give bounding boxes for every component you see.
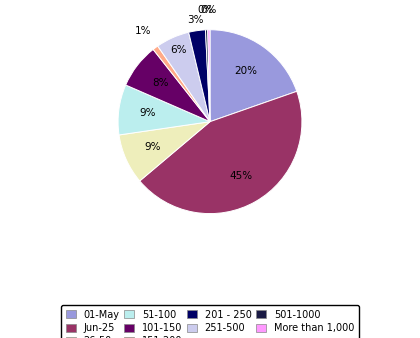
Text: 8%: 8% <box>152 78 169 89</box>
Text: 45%: 45% <box>229 171 252 181</box>
Wedge shape <box>158 32 210 122</box>
Text: 6%: 6% <box>170 45 186 55</box>
Wedge shape <box>140 91 302 214</box>
Text: 9%: 9% <box>145 142 161 152</box>
Text: 1%: 1% <box>135 26 152 37</box>
Legend: 01-May, Jun-25, 26-50, 51-100, 101-150, 151-200, 201 - 250, 251-500, 501-1000, M: 01-May, Jun-25, 26-50, 51-100, 101-150, … <box>61 305 359 338</box>
Wedge shape <box>119 122 210 181</box>
Wedge shape <box>208 30 210 122</box>
Text: 3%: 3% <box>187 15 204 25</box>
Wedge shape <box>118 85 210 135</box>
Wedge shape <box>210 30 297 122</box>
Text: 0%: 0% <box>200 4 217 15</box>
Text: 9%: 9% <box>140 108 156 118</box>
Wedge shape <box>205 30 210 122</box>
Text: 20%: 20% <box>235 66 258 76</box>
Wedge shape <box>153 46 210 122</box>
Text: 0%: 0% <box>198 5 214 15</box>
Wedge shape <box>189 30 210 122</box>
Wedge shape <box>126 49 210 122</box>
